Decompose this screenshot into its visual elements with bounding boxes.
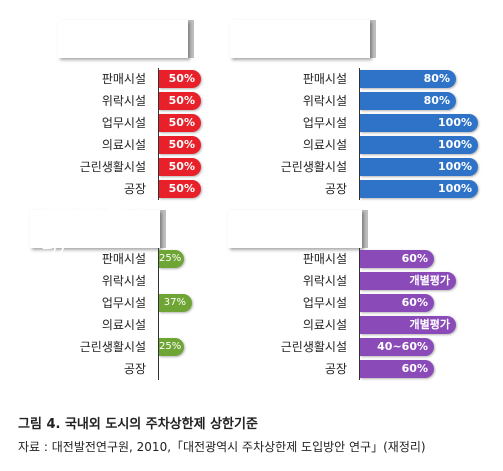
- data-bar: 개별평가: [360, 316, 456, 334]
- data-bar: 100%: [360, 136, 478, 154]
- category-label: 판매시설: [302, 72, 347, 86]
- data-bar: 60%: [360, 294, 434, 312]
- data-bar: 100%: [360, 180, 478, 198]
- category-label: 공장: [324, 362, 347, 376]
- category-label: 의료시설: [101, 138, 146, 152]
- category-label: 근린생활시설: [280, 160, 347, 174]
- data-bar: 개별평가: [360, 272, 456, 290]
- category-label: 의료시설: [302, 318, 347, 332]
- figure-source: 자료 : 대전발전연구원, 2010,「대전광역시 주차상한제 도입방안 연구」…: [18, 440, 426, 454]
- data-bar: 50%: [159, 180, 201, 198]
- panel-daegu: 대구시 판매시설 80% 위락시설 80% 업무시설 100% 의료시설 100% 근린생활시설…: [240, 10, 503, 200]
- panel-title: 서울시: [58, 20, 194, 58]
- category-label: 근린생활시설: [79, 160, 146, 174]
- data-bar: 40~60%: [360, 338, 434, 356]
- data-bar: 80%: [360, 92, 456, 110]
- category-label: 판매시설: [101, 72, 146, 86]
- category-label: 위락시설: [302, 94, 347, 108]
- category-label: 업무시설: [302, 116, 347, 130]
- panel-title: 대구시: [230, 20, 376, 58]
- data-bar: 25%: [159, 338, 184, 356]
- figure-caption: 그림 4. 국내외 도시의 주차상한제 상한기준: [18, 417, 258, 432]
- data-bar: 50%: [159, 136, 201, 154]
- category-label: 위락시설: [101, 94, 146, 108]
- panel-title: 헤링게이(영국): [228, 210, 368, 248]
- data-bar: 50%: [159, 114, 201, 132]
- data-bar: 100%: [360, 158, 478, 176]
- data-bar: 25%: [159, 250, 184, 268]
- panel-haringey: 헤링게이(영국) 판매시설 60% 위락시설 개별평가 업무시설 60% 의료시설 개별평가 근…: [236, 200, 503, 390]
- category-label: 의료시설: [302, 138, 347, 152]
- data-bar: 80%: [360, 70, 456, 88]
- category-label: 위락시설: [302, 274, 347, 288]
- chart-axis: [158, 248, 159, 380]
- category-label: 업무시설: [302, 296, 347, 310]
- panel-title: 오타와(캐나다): [30, 204, 166, 257]
- data-bar: 50%: [159, 92, 201, 110]
- category-label: 업무시설: [101, 116, 146, 130]
- chart-axis: [158, 68, 159, 200]
- category-label: 업무시설: [101, 296, 146, 310]
- chart-axis: [359, 248, 360, 380]
- data-bar: 50%: [159, 70, 201, 88]
- category-label: 공장: [324, 182, 347, 196]
- category-label: 근린생활시설: [79, 340, 146, 354]
- category-label: 의료시설: [101, 318, 146, 332]
- data-bar: 60%: [360, 250, 434, 268]
- data-bar: 60%: [360, 360, 434, 378]
- category-label: 근린생활시설: [280, 340, 347, 354]
- data-bar: 37%: [159, 294, 192, 312]
- category-label: 판매시설: [101, 252, 146, 266]
- category-label: 판매시설: [302, 252, 347, 266]
- category-label: 공장: [123, 182, 146, 196]
- data-bar: 100%: [360, 114, 478, 132]
- category-label: 위락시설: [101, 274, 146, 288]
- chart-axis: [359, 68, 360, 200]
- panel-seoul: 서울시 판매시설 50% 위락시설 50% 업무시설 50% 의료시설 50% 근린생활시설 50…: [0, 10, 240, 200]
- data-bar: 50%: [159, 158, 201, 176]
- category-label: 공장: [123, 362, 146, 376]
